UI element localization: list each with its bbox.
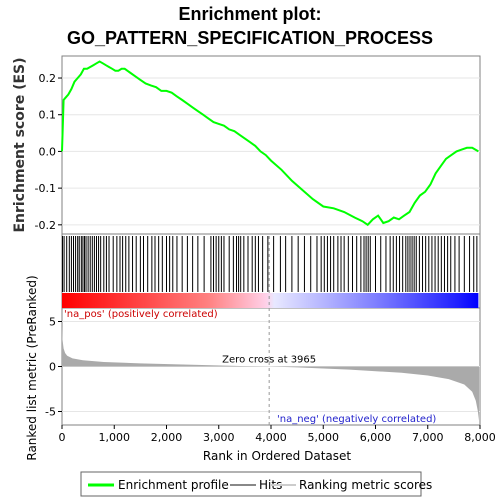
metric-y-axis-label: Ranked list metric (PreRanked) [25, 275, 39, 460]
chart-title-line1: Enrichment plot: [179, 4, 322, 24]
es-grid [62, 77, 480, 226]
x-tick-label: 4,000 [255, 431, 287, 444]
x-tick-label: 5,000 [308, 431, 340, 444]
es-tick-label: 0.0 [39, 145, 57, 158]
legend-metric-label: Ranking metric scores [299, 478, 432, 492]
x-tick-label: 0 [59, 431, 66, 444]
positive-correlation-label: 'na_pos' (positively correlated) [64, 309, 218, 320]
enrichment-profile-line [61, 60, 479, 227]
x-tick-label: 6,000 [360, 431, 392, 444]
es-tick-label: -0.1 [35, 182, 56, 195]
es-y-ticks: 0.2 0.1 0.0 -0.1 -0.2 [35, 72, 62, 232]
zero-cross-label: Zero cross at 3965 [222, 355, 316, 366]
es-panel-frame [61, 55, 481, 235]
x-tick-label: 1,000 [99, 431, 131, 444]
metric-y-ticks: 5 0 -5 [45, 316, 62, 419]
x-tick-label: 7,000 [412, 431, 444, 444]
x-tick-label: 8,000 [464, 431, 496, 444]
es-tick-label: 0.1 [39, 109, 57, 122]
hit-marks [62, 236, 478, 292]
metric-tick-label: 5 [49, 316, 56, 329]
x-tick-label: 3,000 [203, 431, 235, 444]
legend: Enrichment profile Hits Ranking metric s… [80, 471, 432, 497]
metric-tick-label: -5 [45, 406, 56, 419]
es-tick-label: 0.2 [39, 72, 57, 85]
chart-title-line2: GO_PATTERN_SPECIFICATION_PROCESS [67, 28, 433, 48]
x-tick-label: 2,000 [151, 431, 183, 444]
metric-tick-label: 0 [49, 361, 56, 374]
x-axis-label: Rank in Ordered Dataset [203, 449, 351, 463]
negative-correlation-label: 'na_neg' (negatively correlated) [277, 414, 436, 425]
legend-enrichment-label: Enrichment profile [118, 478, 229, 492]
x-ticks: 0 1,000 2,000 3,000 4,000 5,000 6,000 7,000 8,00… [59, 425, 496, 444]
es-tick-label: -0.2 [35, 219, 56, 232]
es-y-axis-label: Enrichment score (ES) [12, 57, 28, 232]
rank-color-bar [62, 293, 479, 308]
